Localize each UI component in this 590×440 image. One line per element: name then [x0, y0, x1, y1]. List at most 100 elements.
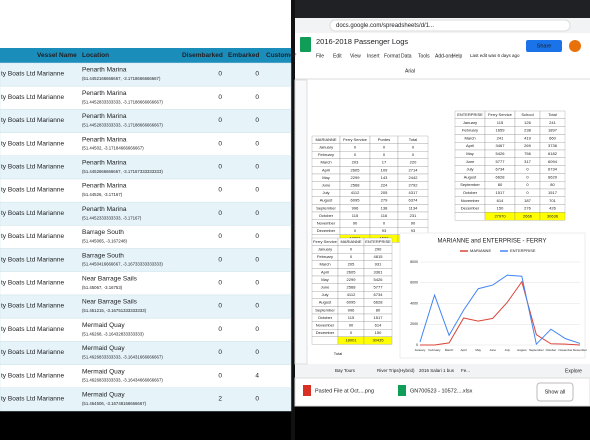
- sheet-tab[interactable]: 2016 Salari 1 bus: [419, 368, 455, 373]
- cell-text: 6374: [409, 198, 419, 203]
- cell-text: 2568: [347, 284, 357, 289]
- coords: (51.44502, -3.17184666666667): [82, 146, 144, 151]
- menu-item[interactable]: Tools: [418, 53, 430, 59]
- vessel: Marianne: [37, 396, 64, 403]
- sheet-tabs-bar: [295, 364, 590, 378]
- cell-text: April: [466, 143, 474, 148]
- sheet-tab[interactable]: Bay Tours: [335, 368, 356, 373]
- cell-text: 2299: [351, 175, 361, 180]
- cell-text: July: [321, 292, 328, 297]
- cell-text: 115: [352, 213, 359, 218]
- coords: (51.4452333333333, -3.17167): [82, 215, 142, 220]
- sheet-tab[interactable]: Fe...: [461, 368, 470, 373]
- row-gutter: [294, 79, 308, 365]
- cell-header: ENTERPRISE: [365, 239, 391, 244]
- embarked: 0: [255, 326, 259, 333]
- cell-text: June: [322, 182, 331, 187]
- menu-item[interactable]: Help: [452, 53, 463, 59]
- cell-text: 220: [410, 160, 417, 165]
- cell-text: November: [316, 322, 335, 327]
- company: ty Boats Ltd: [1, 187, 36, 194]
- y-tick-label: 2000: [410, 322, 418, 326]
- sheets-icon[interactable]: [300, 37, 311, 52]
- cell-text: 419: [524, 135, 531, 140]
- cell-text: 116: [381, 213, 388, 218]
- cell-text: November: [461, 198, 480, 203]
- cell-text: 2568: [351, 182, 361, 187]
- avatar[interactable]: [569, 40, 581, 52]
- cell-text: 231: [410, 213, 417, 218]
- cell-text: 756: [524, 151, 531, 156]
- cell-text: 80: [498, 182, 503, 187]
- cell-text: 90: [411, 220, 416, 225]
- sheet-tab[interactable]: River Trips(Hybrid): [377, 368, 415, 373]
- cell-text: March: [320, 160, 331, 165]
- location: Near Barrage Sails: [82, 276, 138, 283]
- location: Mermaid Quay: [82, 392, 125, 399]
- download-item[interactable]: Pasted File at Oct....png: [315, 388, 374, 394]
- company: ty Boats Ltd: [1, 164, 36, 171]
- cell-text: 0: [526, 190, 529, 195]
- disembarked: 0: [218, 326, 222, 333]
- x-tick-label: March: [445, 348, 454, 352]
- series-line: [419, 274, 581, 346]
- x-tick-label: December: [573, 348, 587, 352]
- embarked: 0: [255, 210, 259, 217]
- cell-text: December: [317, 228, 336, 233]
- table-title: ENTERPRISE: [457, 112, 483, 117]
- download-item[interactable]: GN700523 - 10572....xlsx: [410, 388, 473, 394]
- company: ty Boats Ltd: [1, 326, 36, 333]
- menu-item[interactable]: Format: [384, 53, 400, 59]
- table-header: [0, 48, 291, 63]
- cell-text: 279: [381, 198, 388, 203]
- disembarked: 0: [218, 94, 222, 101]
- embarked: 0: [255, 303, 259, 310]
- cell-header: Total: [548, 112, 557, 117]
- cell-text: February: [318, 152, 334, 157]
- cell-header: Pontes: [378, 137, 390, 142]
- cell-text: 238: [524, 128, 531, 133]
- embarked: 4: [255, 372, 259, 379]
- menu-item[interactable]: View: [350, 53, 361, 59]
- cell-text: November: [317, 220, 336, 225]
- share-button[interactable]: [526, 40, 562, 52]
- menu-item[interactable]: File: [316, 53, 324, 59]
- cell-text: March: [319, 262, 330, 267]
- company: ty Boats Ltd: [1, 210, 36, 217]
- show-all-button[interactable]: [536, 382, 574, 402]
- vessel: Marianne: [37, 187, 64, 194]
- cell-text: 224: [381, 182, 388, 187]
- table-title: Ferry Service: [313, 239, 338, 244]
- disembarked: 0: [218, 233, 222, 240]
- location: Penarth Marina: [82, 90, 127, 97]
- y-tick-label: 6000: [410, 281, 418, 285]
- cell-text: 2792: [409, 182, 419, 187]
- show-all[interactable]: Show all: [545, 389, 566, 395]
- coords: (51.4452833333333, -3.17188666666667): [82, 99, 163, 104]
- cell-text: 1517: [374, 315, 384, 320]
- embarked: 0: [255, 140, 259, 147]
- address-bar[interactable]: [329, 19, 571, 32]
- menu-item[interactable]: Add-ons: [435, 53, 454, 59]
- cell-text: April: [322, 167, 330, 172]
- column-header: Customer: [266, 52, 297, 59]
- vessel: Marianne: [37, 280, 64, 287]
- cell-text: 143: [381, 175, 388, 180]
- embarked: 0: [255, 349, 259, 356]
- cell-text: 0: [350, 246, 353, 251]
- menu-item[interactable]: Edit: [333, 53, 342, 59]
- cell-text: 0: [526, 167, 529, 172]
- company: ty Boats Ltd: [1, 94, 36, 101]
- cell-text: June: [321, 284, 330, 289]
- company: ty Boats Ltd: [1, 280, 36, 287]
- cell-text: 150: [497, 206, 504, 211]
- total: 30636: [547, 213, 559, 218]
- cell-text: 3736: [548, 143, 558, 148]
- menu-item[interactable]: Data: [401, 53, 412, 59]
- embarked: 0: [255, 256, 259, 263]
- location: Mermaid Quay: [82, 322, 125, 329]
- cell-text: October: [318, 315, 333, 320]
- company: ty Boats Ltd: [1, 349, 36, 356]
- menu-item[interactable]: Insert: [367, 53, 380, 59]
- cell-text: 203: [352, 160, 359, 165]
